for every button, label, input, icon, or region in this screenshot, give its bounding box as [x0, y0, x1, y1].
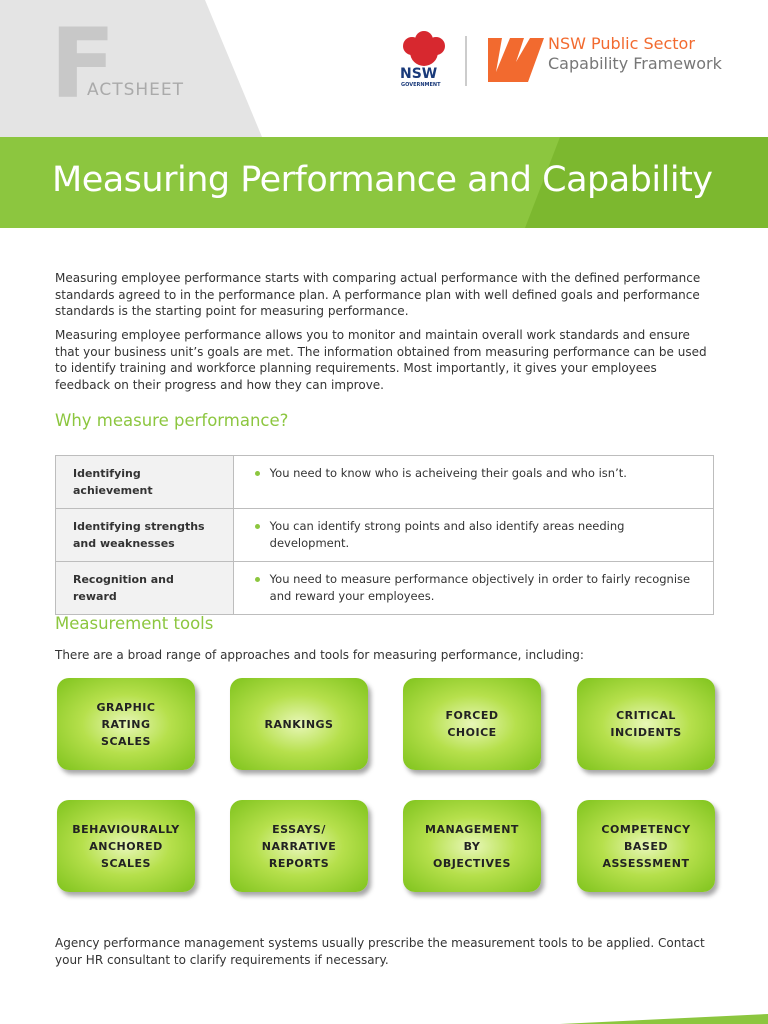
tool-label: NARRATIVE [261, 839, 337, 853]
framework-logo [488, 38, 544, 82]
table-row: Recognition and reward You need to measur… [55, 561, 715, 615]
footer-paragraph: Agency performance management systems us… [55, 936, 705, 967]
tool-box: FORCED CHOICE [403, 678, 541, 770]
table-row: Identifying strengths and weaknesses You … [55, 508, 715, 562]
tool-label: FORCED [445, 709, 499, 722]
nsw-logo-sub: GOVERNMENT [401, 82, 441, 88]
tool-label: OBJECTIVES [433, 856, 511, 870]
title-band-accent [525, 137, 768, 228]
table-value: You can identify strong points and also … [232, 508, 715, 562]
tool-box: ESSAYS/NARRATIVE REPORTS [230, 800, 368, 892]
tool-label: COMPETENCY [601, 822, 691, 836]
tool-label: CHOICE [447, 726, 497, 739]
tool-label: RATING [101, 717, 151, 731]
framework-line1: NSW Public Sector [548, 34, 695, 53]
tool-label: MANAGEMENT [425, 822, 519, 836]
table-value: You need to know who is acheiveing their… [232, 455, 715, 509]
table-value: You need to measure performance objectiv… [232, 561, 715, 615]
tool-label: REPORTS [268, 856, 330, 870]
tools-intro: There are a broad range of approaches an… [55, 648, 584, 662]
section-heading: Measurement tools [55, 614, 214, 633]
intro-paragraph: Measuring employee performance allows yo… [55, 328, 707, 392]
intro-paragraph: Measuring employee performance starts wi… [55, 271, 701, 318]
table-row: Identifying achievement You need to know … [55, 455, 715, 509]
table-key: Identifying achievement [55, 455, 234, 509]
nsw-waratah [403, 31, 445, 66]
header-graphics [0, 0, 768, 228]
table-key: Identifying strengths and weaknesses [55, 508, 234, 562]
tool-label: ASSESSMENT [602, 856, 690, 870]
tool-box: RANKINGS [230, 678, 368, 770]
tool-label: ESSAYS/ [272, 822, 326, 836]
footer-accent [560, 1014, 768, 1024]
tool-box: BEHAVIOURALLY ANCHORED SCALES [57, 800, 195, 892]
header-grey-shape [0, 0, 262, 137]
factsheet-letter: F [50, 8, 116, 120]
section-heading: Why measure performance? [55, 411, 289, 430]
why-table: Identifying achievement You need to know … [55, 455, 715, 615]
tool-label: ANCHORED [89, 839, 163, 853]
tool-box: MANAGEMENT BY OBJECTIVES [403, 800, 541, 892]
tool-label: BEHAVIOURALLY [72, 822, 180, 836]
nsw-logo-text: NSW [400, 66, 438, 82]
tool-label: INCIDENTS [610, 726, 682, 739]
table-key: Recognition and reward [55, 561, 234, 615]
tool-label: CRITICAL [616, 709, 676, 722]
tool-box: COMPETENCY BASED ASSESSMENT [577, 800, 715, 892]
tool-label: GRAPHIC [96, 700, 156, 714]
framework-line2: Capability Framework [548, 54, 722, 73]
tool-label: BY [463, 839, 481, 853]
factsheet-label: ACTSHEET [87, 80, 185, 100]
page-title: Measuring Performance and Capability [52, 160, 713, 200]
tool-label: RANKINGS [264, 717, 334, 731]
tool-box: GRAPHIC RATING SCALES [57, 678, 195, 770]
tool-box: CRITICAL INCIDENTS [577, 678, 715, 770]
tool-label: BASED [624, 839, 668, 853]
tool-label: SCALES [101, 856, 151, 870]
tool-label: SCALES [101, 734, 151, 748]
